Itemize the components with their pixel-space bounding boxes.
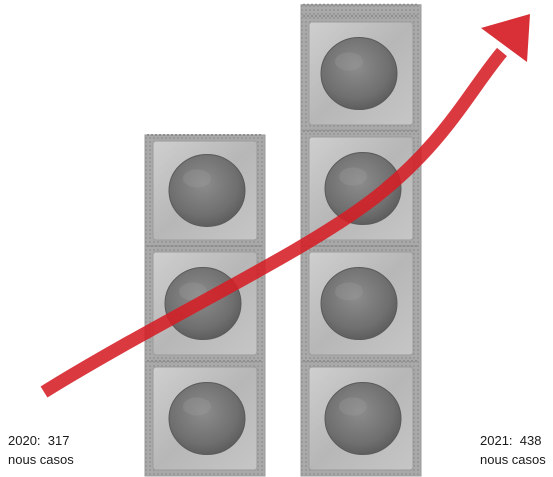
packet	[303, 360, 419, 471]
label-2021-unit: nous casos	[480, 452, 546, 467]
packet-disc	[320, 37, 398, 110]
packet	[303, 245, 419, 356]
packet	[303, 130, 419, 241]
label-2020-unit: nous casos	[8, 452, 74, 467]
packet	[147, 133, 263, 241]
packet-disc	[324, 152, 402, 225]
bar-label-2020: 2020: 317 nous casos	[8, 431, 74, 469]
label-2021-value: 2021: 438	[480, 431, 546, 450]
packet-disc	[168, 153, 246, 227]
label-2021-number: 438	[519, 433, 542, 448]
packet-disc-highlight	[183, 169, 211, 188]
bar-label-2021: 2021: 438 nous casos	[480, 431, 546, 469]
trend-arrow-shaft	[40, 47, 507, 398]
label-2020-number: 317	[47, 433, 70, 448]
trend-arrow	[40, 14, 530, 398]
packet-disc-highlight	[335, 52, 363, 71]
packet-disc-highlight	[183, 397, 211, 416]
trend-arrow-head	[481, 14, 530, 62]
packet-disc	[320, 267, 398, 340]
bars-layer	[144, 3, 422, 477]
packet-disc	[324, 382, 402, 455]
packet-disc-highlight	[335, 282, 363, 301]
label-2021-year: 2021:	[480, 433, 513, 448]
label-2020-year: 2020:	[8, 433, 41, 448]
label-2020-value: 2020: 317	[8, 431, 74, 450]
packet	[147, 360, 263, 471]
bar-2021	[300, 3, 422, 477]
packet-disc	[168, 382, 246, 455]
packet	[303, 15, 419, 126]
packet-disc-highlight	[339, 397, 367, 416]
packet-disc-highlight	[339, 167, 367, 186]
